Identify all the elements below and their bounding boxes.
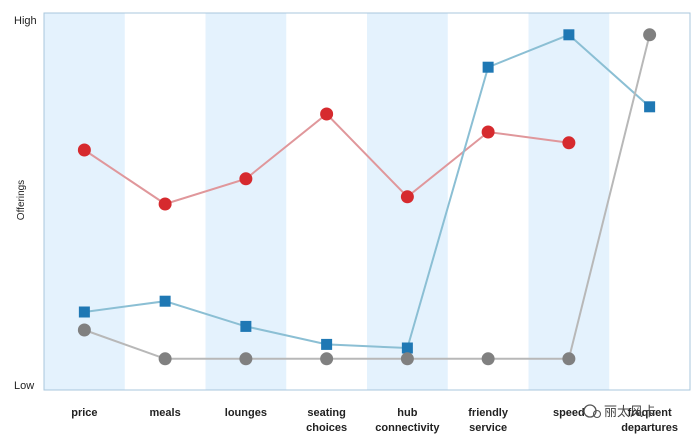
series-2-point-1 [158,352,172,366]
series-2-point-4 [400,352,414,366]
watermark-icon-dot [592,409,602,419]
plot-frame [43,12,691,391]
series-0-point-2 [239,172,253,186]
watermark-text: 丽太风卡 [604,404,656,419]
series-0-point-0 [77,143,91,157]
series-1-point-2 [240,320,252,332]
x-tick-label-5: friendly service [468,407,509,434]
series-1-point-4 [401,342,413,354]
series-1-point-1 [159,295,171,307]
series-1-point-6 [563,29,575,41]
series-2-point-3 [320,352,334,366]
series-0-line [83,112,570,206]
series-0-point-1 [158,197,172,211]
x-tick-label-3: seating choices [306,407,347,434]
series-1-point-3 [321,338,333,350]
y-axis-label: Offerings [16,180,27,220]
x-tick-label-2: lounges [225,407,267,419]
x-tick-label-7: frequent departures [621,407,678,434]
x-tick-label-1: meals [150,407,181,419]
y-tick-low: Low [14,380,34,392]
column-bands [44,13,610,390]
y-tick-high: High [14,15,37,27]
series-1-point-5 [482,61,494,73]
series-0-point-6 [562,136,576,150]
x-tick-labels: price meals lounges seating choices hub connec… [71,407,678,434]
series-1-point-7 [644,101,656,113]
x-tick-label-0: price [71,407,97,419]
series-0-point-4 [400,190,414,204]
watermark: 丽太风卡 [583,404,656,419]
column-band-6 [528,13,610,390]
series-2-point-0 [77,323,91,337]
series-1-line [84,33,651,350]
series-2-point-6 [562,352,576,366]
series-0-point-3 [320,107,334,121]
x-tick-label-6: speed [553,407,585,419]
series-1-point-0 [78,306,90,318]
series-2-point-7 [643,28,657,42]
series-0-point-5 [481,125,495,139]
x-tick-label-4: hub connectivity [375,407,440,434]
series-2-line [84,34,651,360]
series-2-point-2 [239,352,253,366]
series-2-point-5 [481,352,495,366]
series-group [77,28,657,366]
